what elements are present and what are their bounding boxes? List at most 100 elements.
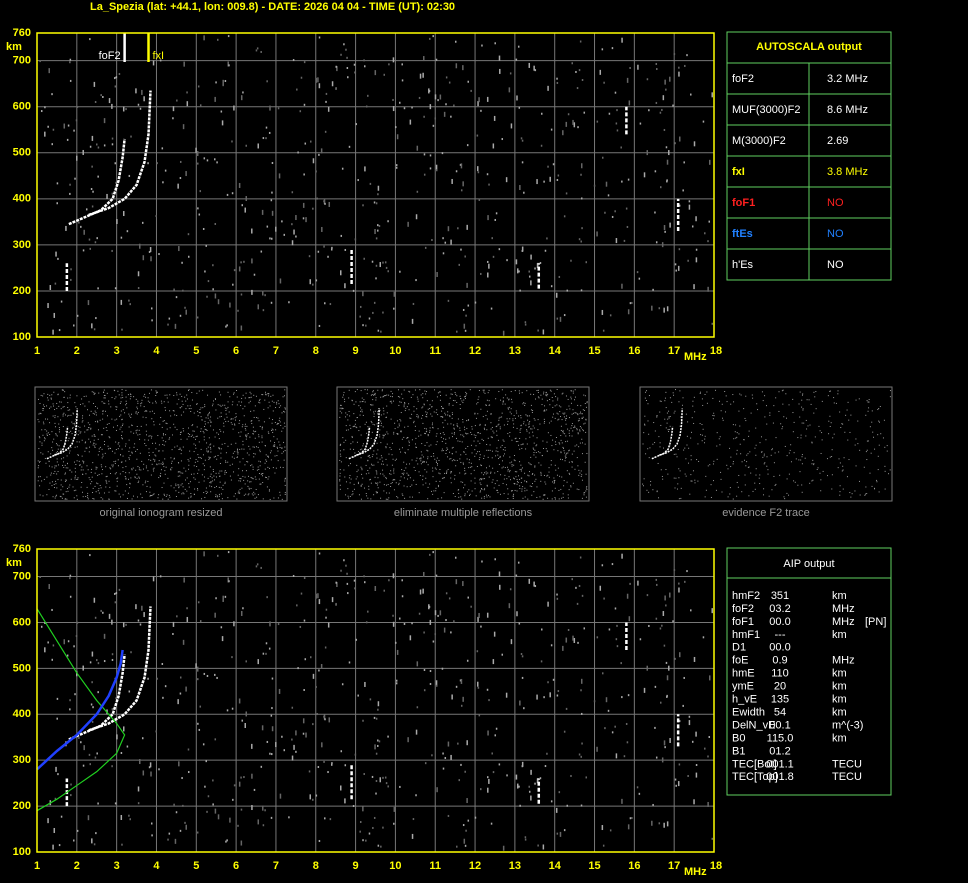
thumb-dot [566,470,568,472]
noise-dot [434,610,437,616]
thumb-dot [377,461,379,463]
thumb-dot [704,394,706,396]
thumb-dot [92,402,94,404]
thumb-dot [243,415,245,417]
annotation-label: fxI [153,50,165,62]
noise-dot [232,283,234,286]
thumb-dot [379,473,381,475]
thumb-dot [392,458,394,460]
thumb-dot [242,475,244,477]
noise-dot [303,173,305,176]
thumb-dot [857,443,859,445]
thumb-dot [444,419,446,421]
noise-dot [172,632,174,635]
thumb-dot [466,420,468,422]
thumb-dot [507,408,509,410]
thumb-dot [229,475,231,477]
noise-dot [607,709,610,712]
thumb-dot [470,473,472,475]
thumb-dot [656,491,658,493]
thumb-dot [51,481,53,483]
noise-dot [654,170,657,173]
thumb-dot [422,393,424,395]
noise-dot [395,679,398,682]
thumb-dot [401,472,403,474]
noise-dot [567,628,570,631]
thumb-dot [159,475,161,477]
thumb-dot [509,431,511,433]
thumb-dot [536,486,538,488]
thumb-dot [502,401,504,403]
noise-dot [695,248,698,251]
noise-dot [515,259,518,265]
thumb-dot [772,422,774,424]
thumb-dot [341,408,343,410]
noise-dot [539,261,542,264]
thumb-trace [651,426,674,460]
thumb-dot [53,473,55,475]
noise-dot [271,210,274,216]
thumb-dot [406,463,408,465]
thumb-dot [193,473,195,475]
thumb-dot [158,450,160,452]
noise-dot [257,304,260,310]
thumb-dot [95,491,97,493]
thumb-dot [403,470,405,472]
noise-dot [576,602,579,605]
noise-dot [581,78,584,81]
thumb-dot [868,407,870,409]
thumb-dot [738,474,740,476]
thumb-dot [579,442,581,444]
thumb-dot [744,459,746,461]
thumb-dot [659,411,661,413]
thumb-dot [152,468,154,470]
noise-dot [76,155,78,161]
thumb-dot [188,389,190,391]
thumb-dot [87,409,89,411]
thumb-dot [666,422,668,424]
noise-dot [476,650,479,653]
noise-dot [663,822,665,828]
thumb-dot [762,400,764,402]
noise-dot [55,766,57,772]
thumb-dot [519,448,521,450]
y-tick-label: 760 [13,27,31,39]
noise-dot [348,661,351,664]
thumb-dot [422,462,424,464]
thumb-dot [755,454,757,456]
noise-dot [220,626,223,629]
thumb-dot [498,458,500,460]
noise-dot [423,56,425,62]
noise-dot [292,59,295,62]
noise-dot [443,111,446,117]
noise-dot [537,844,539,847]
noise-dot [82,764,85,767]
thumb-dot [102,418,104,420]
aip-unit: TECU [832,771,862,783]
noise-dot [593,184,596,187]
thumb-dot [345,429,347,431]
thumb-dot [393,433,395,435]
noise-dot [69,595,72,598]
thumb-dot [373,393,375,395]
thumb-dot [203,480,205,482]
thumb-dot [507,420,509,422]
noise-dot [608,112,611,115]
thumb-dot [74,471,76,473]
aip-name: foF1 [732,616,754,628]
thumb-dot [878,444,880,446]
thumb-dot [415,460,417,462]
thumb-dot [839,411,841,413]
thumb-dot [339,416,341,418]
noise-dot [288,301,290,304]
noise-dot [572,119,574,125]
thumb-dot [846,476,848,478]
thumb-dot [565,419,567,421]
thumb-dot [222,484,224,486]
thumb-dot [78,441,80,443]
thumb-dot [511,490,513,492]
thumb-dot [877,469,879,471]
thumb-dot [151,463,153,465]
noise-dot [89,38,91,41]
